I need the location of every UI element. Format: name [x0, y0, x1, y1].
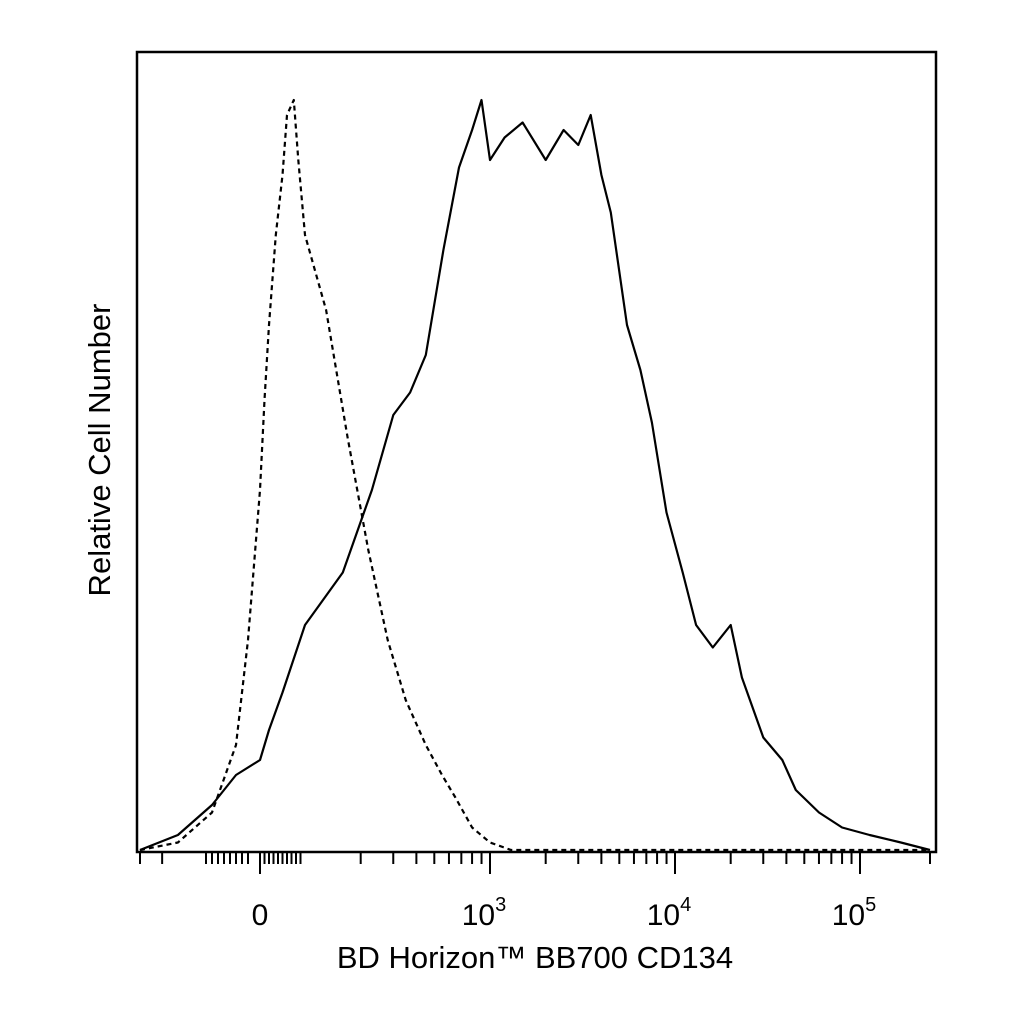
series-group: [139, 98, 931, 852]
major-ticks: [259, 852, 861, 874]
series-line-dashed: [139, 98, 930, 852]
x-tick-label: 103: [462, 894, 507, 932]
x-axis-label: BD Horizon™ BB700 CD134: [337, 940, 733, 975]
series-line-solid: [139, 98, 931, 852]
x-tick-label: 104: [647, 894, 692, 932]
x-tick-labels: 0 103 104 105: [252, 894, 877, 932]
minor-ticks: [139, 852, 931, 864]
y-axis-label: Relative Cell Number: [82, 304, 117, 597]
x-tick-label: 0: [252, 899, 269, 932]
x-tick-label: 105: [832, 894, 877, 932]
plot-frame: [135, 50, 938, 854]
